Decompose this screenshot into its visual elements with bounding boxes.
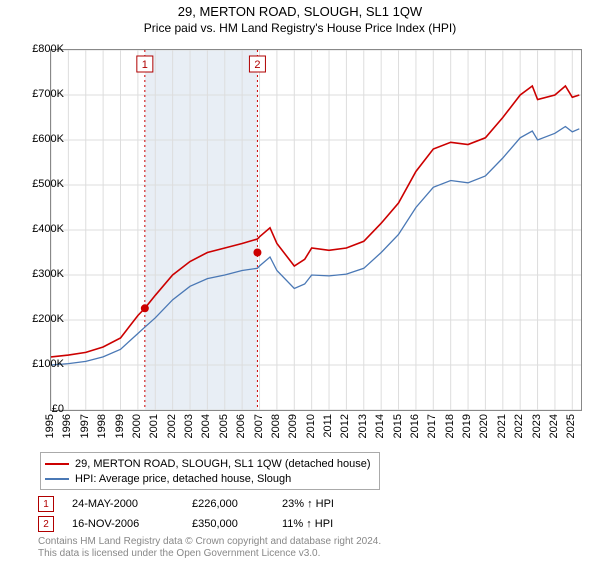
x-tick-label: 2025 [565,414,577,438]
x-tick-label: 2019 [461,414,473,438]
plot-area: 12 [50,49,582,411]
marker-date-1: 24-MAY-2000 [72,498,192,510]
y-tick-label: £300K [32,268,64,280]
marker-date-2: 16-NOV-2006 [72,518,192,530]
legend-label-property: 29, MERTON ROAD, SLOUGH, SL1 1QW (detach… [75,458,371,470]
x-tick-label: 1998 [96,414,108,438]
x-tick-label: 2007 [253,414,265,438]
marker-delta-1: 23% ↑ HPI [282,498,372,510]
x-tick-label: 2009 [287,414,299,438]
footnote: Contains HM Land Registry data © Crown c… [38,536,381,560]
legend-swatch-hpi [45,478,69,480]
chart-subtitle: Price paid vs. HM Land Registry's House … [0,21,600,35]
marker-price-1: £226,000 [192,498,282,510]
x-tick-label: 2006 [235,414,247,438]
x-tick-label: 2012 [339,414,351,438]
marker-badge-1: 1 [38,496,54,512]
footnote-line1: Contains HM Land Registry data © Crown c… [38,536,381,548]
x-tick-label: 2021 [496,414,508,438]
marker-price-2: £350,000 [192,518,282,530]
svg-text:1: 1 [142,59,148,71]
y-tick-label: £400K [32,223,64,235]
x-tick-label: 2011 [322,414,334,438]
chart-container: 29, MERTON ROAD, SLOUGH, SL1 1QW Price p… [0,4,600,564]
x-tick-label: 1997 [79,414,91,438]
legend-swatch-property [45,463,69,465]
chart-title: 29, MERTON ROAD, SLOUGH, SL1 1QW [0,4,600,19]
x-tick-label: 2001 [148,414,160,438]
x-tick-label: 2015 [392,414,404,438]
legend: 29, MERTON ROAD, SLOUGH, SL1 1QW (detach… [40,452,380,490]
legend-item-hpi: HPI: Average price, detached house, Slou… [45,471,371,486]
x-tick-label: 2010 [305,414,317,438]
marker-delta-2: 11% ↑ HPI [282,518,372,530]
svg-text:2: 2 [254,59,260,71]
chart-svg: 12 [51,50,581,410]
x-tick-label: 2008 [270,414,282,438]
x-tick-label: 2003 [183,414,195,438]
x-tick-label: 1996 [61,414,73,438]
x-tick-label: 2020 [478,414,490,438]
x-tick-label: 2002 [166,414,178,438]
legend-label-hpi: HPI: Average price, detached house, Slou… [75,473,291,485]
x-tick-label: 2004 [200,414,212,438]
x-tick-label: 1995 [44,414,56,438]
legend-item-property: 29, MERTON ROAD, SLOUGH, SL1 1QW (detach… [45,456,371,471]
x-tick-label: 2022 [513,414,525,438]
marker-row-2: 2 16-NOV-2006 £350,000 11% ↑ HPI [38,514,372,534]
x-tick-label: 2017 [426,414,438,438]
x-tick-label: 2013 [357,414,369,438]
marker-badge-2: 2 [38,516,54,532]
marker-row-1: 1 24-MAY-2000 £226,000 23% ↑ HPI [38,494,372,514]
marker-table: 1 24-MAY-2000 £226,000 23% ↑ HPI 2 16-NO… [38,494,372,534]
x-tick-label: 2023 [531,414,543,438]
y-tick-label: £200K [32,313,64,325]
x-tick-label: 2000 [131,414,143,438]
x-tick-label: 2005 [218,414,230,438]
y-tick-label: £100K [32,358,64,370]
y-tick-label: £700K [32,88,64,100]
footnote-line2: This data is licensed under the Open Gov… [38,548,381,560]
x-tick-label: 1999 [114,414,126,438]
x-tick-label: 2016 [409,414,421,438]
y-tick-label: £800K [32,43,64,55]
x-tick-label: 2014 [374,414,386,438]
x-tick-label: 2018 [444,414,456,438]
y-tick-label: £600K [32,133,64,145]
x-tick-label: 2024 [548,414,560,438]
y-tick-label: £500K [32,178,64,190]
